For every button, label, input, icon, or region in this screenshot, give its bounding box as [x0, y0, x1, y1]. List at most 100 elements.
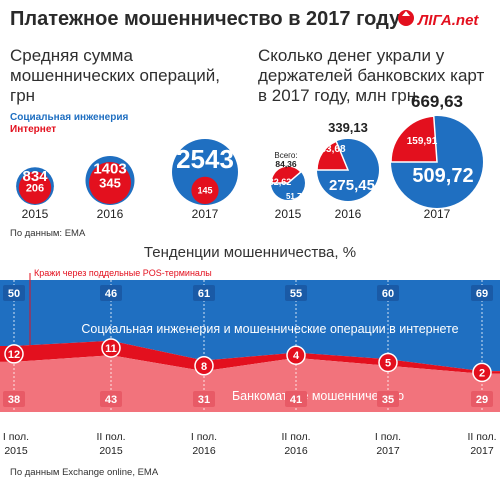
bubble-year-label: 2016 — [97, 207, 124, 221]
x-tick-label: 2017 — [470, 445, 494, 457]
x-tick-label: 2017 — [376, 445, 400, 457]
pos-marker — [472, 362, 492, 383]
atm-value: 43 — [105, 394, 117, 406]
pie-total-value: 339,13 — [328, 120, 368, 135]
pos-marker — [4, 344, 24, 364]
left-subtitle-line: Средняя сумма — [10, 46, 133, 65]
bubble-internet-value: 145 — [197, 186, 212, 196]
social-value: 60 — [382, 288, 394, 300]
pie-chart: 2015 2016 2017 Всего:84,36 32,62 51,74 339,13 6… — [269, 92, 483, 221]
bubble-internet-value: 206 — [26, 183, 44, 195]
pie-slice-red — [270, 165, 302, 184]
atm-value: 35 — [382, 394, 394, 406]
left-subtitle-line: грн — [10, 86, 36, 105]
social-value-box — [377, 285, 399, 301]
pos-value: 2 — [479, 367, 485, 379]
pie-total-value: 669,63 — [411, 92, 463, 111]
area-pos — [0, 340, 500, 374]
area-atm-label: Банкоматное мошенничество — [232, 389, 404, 403]
atm-value-box — [471, 391, 493, 407]
pos-value: 5 — [385, 358, 391, 370]
right-subtitle-line: в 2017 году, млн грн — [258, 86, 417, 105]
x-tick-label: II пол. — [467, 431, 496, 443]
pie-total-value: 84,36 — [275, 159, 297, 169]
bubble-internet — [18, 171, 52, 204]
bubble-social-value: 834 — [22, 168, 48, 185]
pos-marker — [378, 352, 398, 373]
logo-mark-icon — [398, 10, 414, 26]
left-subtitle: Средняя сумма мошеннических операций, гр… — [10, 46, 250, 106]
legend-social: Социальная инженерия — [10, 112, 129, 123]
atm-value-box — [193, 391, 215, 407]
bubble-social — [172, 139, 238, 205]
left-subtitle-line: мошеннических операций, — [10, 66, 220, 85]
right-subtitle: Сколько денег украли у держателей банков… — [258, 46, 498, 106]
pos-marker — [286, 345, 306, 365]
bubble-social-value: 2543 — [176, 144, 234, 174]
annotation-label: Кражи через поддельные POS-терминалы — [34, 268, 212, 278]
social-value-box — [193, 285, 215, 301]
pie-year-label: 2015 — [275, 207, 302, 221]
pie-total-caption: Всего: — [274, 151, 297, 160]
x-tick-label: 2015 — [99, 445, 123, 457]
right-subtitle-line: Сколько денег украли у — [258, 46, 445, 65]
social-value-box — [285, 285, 307, 301]
x-tick-label: 2016 — [192, 445, 216, 457]
pie-year-label: 2017 — [424, 207, 451, 221]
x-tick-label: I пол. — [3, 431, 29, 443]
area-atm — [0, 355, 500, 412]
pos-value: 4 — [293, 350, 300, 362]
atm-value: 31 — [198, 394, 210, 406]
atm-value: 38 — [8, 394, 20, 406]
x-tick-label: 2015 — [4, 445, 28, 457]
pos-marker — [194, 356, 214, 376]
x-tick-label: II пол. — [281, 431, 310, 443]
area-social — [0, 280, 500, 372]
bubble-social-value: 1403 — [93, 161, 126, 178]
x-tick-label: I пол. — [191, 431, 217, 443]
social-value-box — [100, 285, 122, 301]
social-value: 46 — [105, 288, 117, 300]
bubble-year-label: 2015 — [22, 207, 49, 221]
social-value-box — [3, 285, 25, 301]
social-value: 69 — [476, 288, 488, 300]
social-value: 61 — [198, 288, 210, 300]
pie-red-value: 63,68 — [320, 144, 345, 155]
atm-value-box — [100, 391, 122, 407]
pos-marker — [101, 338, 121, 358]
logo-text: ЛIГА.net — [417, 12, 479, 29]
bubble-internet-value: 345 — [99, 176, 121, 191]
atm-value-box — [3, 391, 25, 407]
legend-internet: Интернет — [10, 124, 57, 135]
x-tick-label: II пол. — [96, 431, 125, 443]
bubble-year-label: 2017 — [192, 207, 219, 221]
atm-value: 29 — [476, 394, 488, 406]
bubble-internet — [89, 162, 131, 204]
x-tick-label: I пол. — [375, 431, 401, 443]
atm-value-box — [285, 391, 307, 407]
atm-value-box — [377, 391, 399, 407]
pie-red-value: 32,62 — [269, 177, 292, 187]
social-value-box — [471, 285, 493, 301]
trend-title: Тенденции мошенничества, % — [143, 244, 357, 261]
source-note-bottom: По данным Exchange online, ЕМА — [10, 467, 159, 478]
pie-blue-value: 51,74 — [286, 192, 307, 201]
page-title: Платежное мошенничество в 2017 году — [10, 8, 401, 30]
right-subtitle-line: держателей банковских карт — [258, 66, 485, 85]
social-value: 55 — [290, 288, 302, 300]
trend-area-chart: Кражи через поддельные POS-терминалы Соци… — [0, 268, 500, 457]
area-social-label: Социальная инженерия и мошеннические опе… — [81, 322, 458, 336]
social-value: 50 — [8, 288, 20, 300]
pie-year-label: 2016 — [335, 207, 362, 221]
trend-chart: Кражи через поддельные POS-терминалы Соци… — [0, 268, 500, 457]
source-note-top: По данным: ЕМА — [10, 228, 86, 239]
atm-value: 41 — [290, 394, 302, 406]
pie-blue-value: 509,72 — [412, 165, 473, 187]
pos-value: 11 — [105, 343, 117, 355]
pos-value: 8 — [201, 361, 207, 373]
x-tick-label: 2016 — [284, 445, 308, 457]
pie-slice-red — [390, 115, 438, 163]
bubble-internet — [191, 176, 219, 204]
